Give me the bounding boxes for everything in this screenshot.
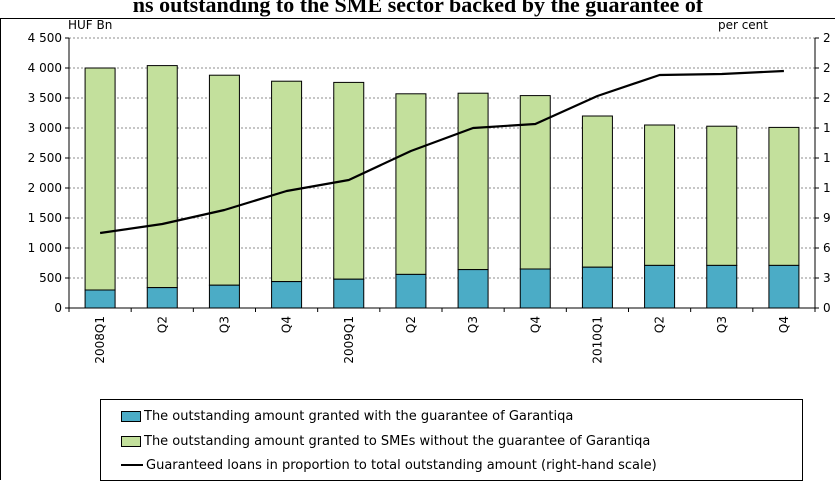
bar-unguaranteed xyxy=(84,67,116,291)
y-tick-label: 500 xyxy=(39,271,62,285)
y-tick-label: 4 000 xyxy=(28,61,62,75)
y-tick-label: 3 500 xyxy=(28,91,62,105)
legend-swatch-unguaranteed xyxy=(121,435,141,447)
bar-unguaranteed xyxy=(271,80,303,283)
bar-unguaranteed xyxy=(581,115,613,268)
legend-item-unguaranteed: The outstanding amount granted to SMEs w… xyxy=(121,430,650,452)
bar-guaranteed xyxy=(644,264,676,309)
y2-tick-label: 3 xyxy=(823,271,831,285)
x-tick-label: 2009Q1 xyxy=(342,316,356,364)
x-tick-label: Q4 xyxy=(777,316,791,333)
y-tick-label: 3 000 xyxy=(28,121,62,135)
y2-tick-label: 6 xyxy=(823,241,831,255)
y-axis-right-label: per cent xyxy=(718,18,768,32)
x-tick-label: Q4 xyxy=(280,316,294,333)
y-tick-label: 0 xyxy=(54,301,62,315)
legend-line-ratio xyxy=(121,464,143,466)
ratio-line-path xyxy=(99,69,784,235)
bar-guaranteed xyxy=(84,289,116,309)
x-tick-label: Q3 xyxy=(217,316,231,333)
bar-unguaranteed xyxy=(457,92,489,271)
bar-unguaranteed xyxy=(208,74,240,286)
x-tick-label: 2008Q1 xyxy=(93,316,107,364)
tick-labels: 0 500 1 000 1 500 2 000 2 500 3 000 3 500 4 000 4… xyxy=(28,31,831,364)
chart-title: ns outstanding to the SME sector backed … xyxy=(132,0,704,17)
bar-guaranteed xyxy=(146,287,178,309)
bar-guaranteed xyxy=(519,268,551,309)
legend-label-guaranteed: The outstanding amount granted with the … xyxy=(144,408,574,424)
bar-guaranteed xyxy=(271,281,303,309)
legend-item-ratio: Guaranteed loans in proportion to total … xyxy=(121,454,657,476)
bar-unguaranteed xyxy=(519,95,551,270)
bar-guaranteed xyxy=(581,266,613,309)
bars xyxy=(84,65,800,309)
legend-label-ratio: Guaranteed loans in proportion to total … xyxy=(146,457,657,473)
bar-guaranteed xyxy=(208,284,240,309)
x-tick-label: Q2 xyxy=(404,316,418,333)
y2-tick-label: 2 xyxy=(823,31,831,45)
legend-swatch-guaranteed xyxy=(121,410,141,422)
y2-tick-label: 0 xyxy=(823,301,831,315)
y-tick-label: 1 500 xyxy=(28,211,62,225)
chart-legend: The outstanding amount granted with the … xyxy=(100,399,803,481)
bar-guaranteed xyxy=(333,278,365,309)
axes xyxy=(65,37,819,312)
bar-unguaranteed xyxy=(146,65,178,289)
legend-item-guaranteed: The outstanding amount granted with the … xyxy=(121,405,573,427)
x-tick-label: Q3 xyxy=(466,316,480,333)
y-tick-label: 2 000 xyxy=(28,181,62,195)
bar-unguaranteed xyxy=(644,124,676,266)
x-tick-label: Q4 xyxy=(528,316,542,333)
y2-tick-label: 1 xyxy=(823,181,831,195)
x-tick-label: Q2 xyxy=(155,316,169,333)
y2-tick-label: 9 xyxy=(823,211,831,225)
y-axis-left-label: HUF Bn xyxy=(68,18,112,32)
bar-guaranteed xyxy=(706,264,738,309)
chart-frame xyxy=(0,18,835,480)
y2-tick-label: 1 xyxy=(823,151,831,165)
y-tick-label: 1 000 xyxy=(28,241,62,255)
bar-unguaranteed xyxy=(706,125,738,266)
y-tick-label: 4 500 xyxy=(28,31,62,45)
y2-tick-label: 1 xyxy=(823,121,831,135)
legend-label-unguaranteed: The outstanding amount granted to SMEs w… xyxy=(144,433,651,449)
x-tick-label: Q3 xyxy=(715,316,729,333)
ratio-line xyxy=(99,69,784,235)
bar-guaranteed xyxy=(768,264,800,309)
bar-guaranteed xyxy=(395,273,427,309)
x-tick-label: Q2 xyxy=(653,316,667,333)
x-tick-label: 2010Q1 xyxy=(590,316,604,364)
bar-guaranteed xyxy=(457,269,489,309)
y-tick-label: 2 500 xyxy=(28,151,62,165)
bar-unguaranteed xyxy=(768,126,800,266)
bar-unguaranteed xyxy=(395,93,427,275)
y2-tick-label: 2 xyxy=(823,61,831,75)
y2-tick-label: 2 xyxy=(823,91,831,105)
